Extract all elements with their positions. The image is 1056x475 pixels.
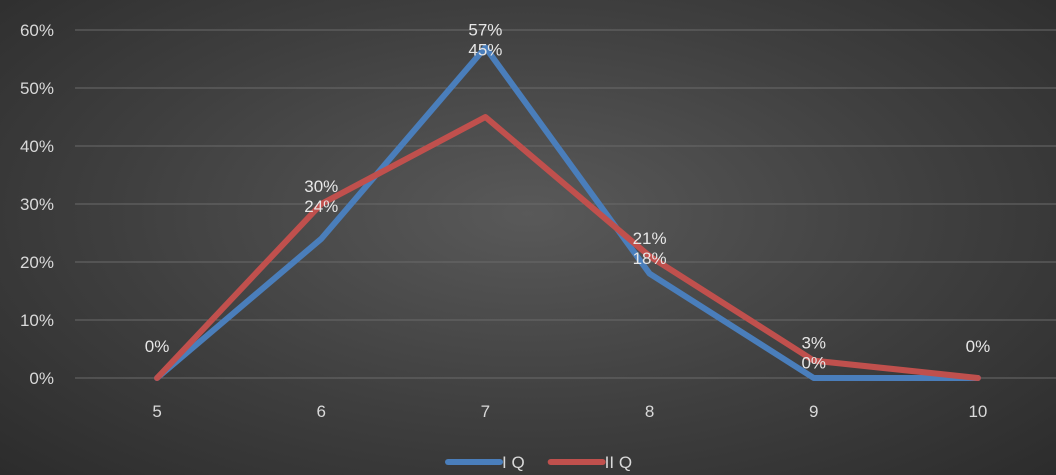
y-tick-label: 10%	[20, 311, 54, 330]
data-label: 24%	[304, 197, 338, 216]
legend: I Q II Q	[445, 453, 632, 472]
data-label: 57%	[468, 20, 502, 39]
x-axis-ticks: 5 6 7 8 9 10	[152, 402, 987, 421]
data-label: 0%	[801, 354, 826, 373]
data-label: 30%	[304, 177, 338, 196]
data-label: 21%	[633, 229, 667, 248]
x-tick-label: 7	[481, 402, 490, 421]
y-tick-label: 30%	[20, 195, 54, 214]
x-tick-label: 5	[152, 402, 161, 421]
y-axis-ticks: 0% 10% 20% 30% 40% 50% 60%	[20, 21, 54, 388]
x-tick-label: 8	[645, 402, 654, 421]
y-tick-label: 0%	[29, 369, 54, 388]
series-lines	[154, 44, 981, 381]
data-label: 0%	[145, 337, 170, 356]
x-tick-label: 10	[968, 402, 987, 421]
x-tick-label: 9	[809, 402, 818, 421]
data-labels: 0%30%24%57%45%21%18%3%0%0%	[145, 20, 990, 372]
gridlines	[75, 29, 1056, 379]
series-line-1	[154, 44, 981, 381]
data-label: 3%	[801, 334, 826, 353]
y-tick-label: 50%	[20, 79, 54, 98]
x-tick-label: 6	[317, 402, 326, 421]
data-label: 18%	[633, 249, 667, 268]
legend-label: II Q	[605, 453, 632, 472]
y-tick-label: 60%	[20, 21, 54, 40]
data-label: 0%	[966, 337, 991, 356]
y-tick-label: 40%	[20, 137, 54, 156]
data-label: 45%	[468, 40, 502, 59]
legend-label: I Q	[502, 453, 525, 472]
series-line-2	[154, 114, 981, 381]
y-tick-label: 20%	[20, 253, 54, 272]
